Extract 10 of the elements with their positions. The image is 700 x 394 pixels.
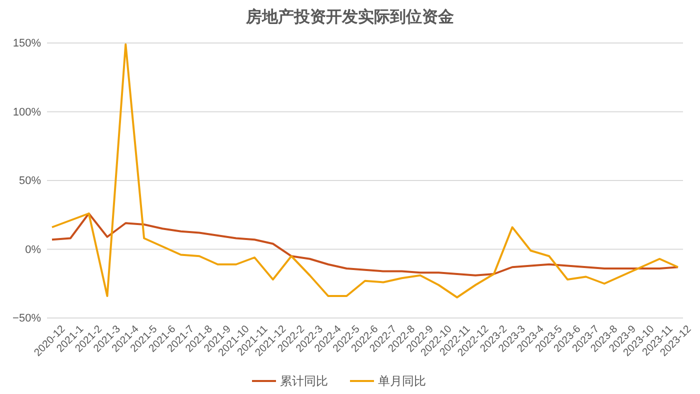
legend-label: 单月同比 (378, 374, 426, 388)
legend-label: 累计同比 (280, 374, 328, 388)
y-tick-label: −50% (12, 312, 42, 325)
chart-title: 房地产投资开发实际到位资金 (245, 7, 454, 26)
y-tick-label: 0% (25, 244, 42, 256)
y-tick-label: 100% (12, 106, 42, 118)
y-tick-label: 50% (18, 175, 42, 188)
line-series (51, 43, 679, 298)
y-tick-label: 150% (12, 38, 42, 50)
line-series (51, 212, 679, 276)
